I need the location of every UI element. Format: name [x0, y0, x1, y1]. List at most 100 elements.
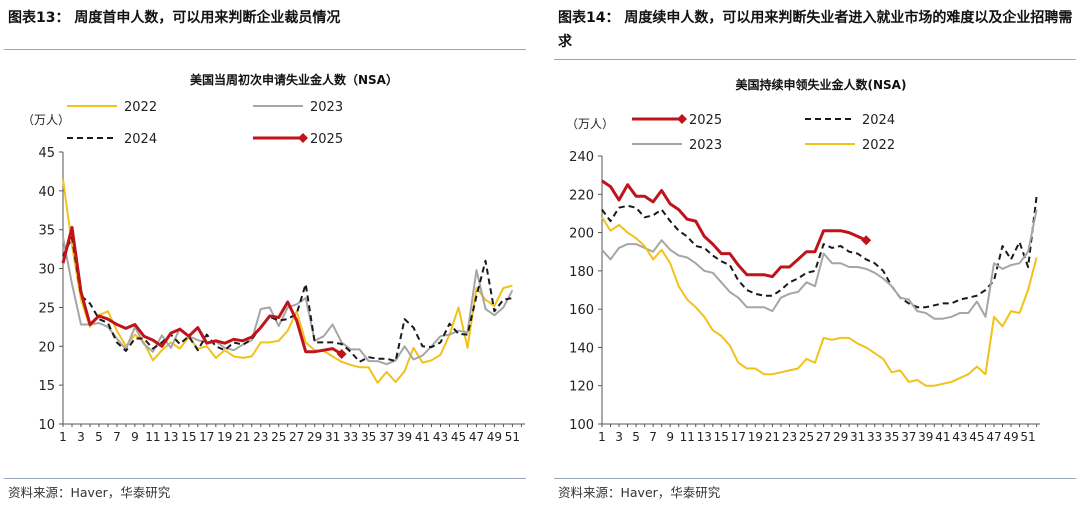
x-tick-label: 21 — [235, 430, 250, 444]
x-tick-label: 27 — [289, 430, 304, 444]
x-tick-label: 51 — [505, 430, 520, 444]
x-tick-label: 35 — [361, 430, 376, 444]
x-tick-label: 37 — [379, 430, 394, 444]
x-tick-label: 11 — [680, 430, 695, 444]
panel-initial-claims: 图表13： 周度首申人数，可以用来判断企业裁员情况 美国当周初次申请失业金人数（… — [0, 0, 530, 507]
x-tick-label: 9 — [131, 430, 139, 444]
panel-continuing-claims: 图表14： 周度续申人数，可以用来判断失业者进入就业市场的难度以及企业招聘需求 … — [550, 0, 1080, 507]
x-tick-label: 7 — [113, 430, 121, 444]
x-tick-label: 47 — [469, 430, 484, 444]
x-tick-label: 25 — [271, 430, 286, 444]
series-line-2022 — [601, 216, 1038, 387]
x-tick-label: 23 — [782, 430, 797, 444]
chart-title: 美国持续申领失业金人数(NSA) — [736, 77, 907, 92]
x-tick-label: 15 — [714, 430, 729, 444]
x-tick-label: 3 — [615, 430, 623, 444]
x-tick-label: 39 — [918, 430, 933, 444]
x-tick-label: 23 — [253, 430, 268, 444]
legend-label-2022: 2022 — [862, 138, 895, 153]
x-tick-label: 31 — [325, 430, 340, 444]
legend-label-2023: 2023 — [310, 100, 343, 115]
x-tick-label: 39 — [397, 430, 412, 444]
x-tick-label: 19 — [748, 430, 763, 444]
x-tick-label: 19 — [217, 430, 232, 444]
legend-label-2025: 2025 — [689, 113, 722, 128]
top-divider — [554, 59, 1076, 60]
bottom-divider — [4, 478, 526, 479]
legend-label-2022: 2022 — [124, 100, 157, 115]
x-tick-label: 45 — [451, 430, 466, 444]
source-note: 资料来源：Haver，华泰研究 — [8, 485, 171, 500]
chart-title: 美国当周初次申请失业金人数（NSA） — [190, 72, 398, 87]
legend-marker-2025 — [298, 133, 308, 143]
x-tick-label: 13 — [163, 430, 178, 444]
x-tick-label: 49 — [1003, 430, 1018, 444]
panel-heading: 图表14： 周度续申人数，可以用来判断失业者进入就业市场的难度以及企业招聘需求 — [558, 10, 1073, 50]
y-tick-label: 10 — [38, 418, 55, 433]
series-line-2025 — [61, 225, 343, 356]
x-tick-label: 49 — [487, 430, 502, 444]
x-tick-label: 13 — [697, 430, 712, 444]
panel-heading: 图表13： 周度首申人数，可以用来判断企业裁员情况 — [8, 10, 341, 26]
y-axis-unit: （万人） — [22, 113, 70, 127]
bottom-divider — [554, 478, 1076, 479]
x-tick-label: 33 — [867, 430, 882, 444]
x-tick-label: 7 — [649, 430, 657, 444]
y-tick-label: 200 — [569, 227, 594, 242]
series-line-2025 — [601, 179, 867, 279]
series-line-2022 — [62, 179, 513, 384]
legend-label-2024: 2024 — [124, 132, 157, 147]
x-tick-label: 3 — [77, 430, 85, 444]
x-tick-label: 29 — [833, 430, 848, 444]
x-tick-label: 43 — [952, 430, 967, 444]
source-note: 资料来源：Haver，华泰研究 — [558, 485, 721, 500]
y-tick-label: 45 — [38, 146, 55, 161]
x-tick-label: 17 — [199, 430, 214, 444]
x-tick-label: 31 — [850, 430, 865, 444]
series-line-2023 — [601, 209, 1038, 320]
y-tick-label: 35 — [38, 224, 55, 239]
x-tick-label: 5 — [95, 430, 103, 444]
x-tick-label: 45 — [969, 430, 984, 444]
y-tick-label: 180 — [569, 265, 594, 280]
legend-marker-2025 — [677, 114, 687, 124]
x-tick-label: 41 — [935, 430, 950, 444]
x-tick-label: 1 — [59, 430, 67, 444]
x-tick-label: 33 — [343, 430, 358, 444]
x-tick-label: 41 — [415, 430, 430, 444]
x-tick-label: 43 — [433, 430, 448, 444]
series-end-marker-2025 — [861, 235, 872, 246]
x-tick-label: 51 — [1020, 430, 1035, 444]
y-tick-label: 140 — [569, 341, 594, 356]
y-tick-label: 30 — [38, 263, 55, 278]
legend-label-2025: 2025 — [310, 132, 343, 147]
x-tick-label: 9 — [666, 430, 674, 444]
y-tick-label: 120 — [569, 380, 594, 395]
y-tick-label: 40 — [38, 185, 55, 200]
x-tick-label: 1 — [598, 430, 606, 444]
top-divider — [4, 49, 526, 50]
series-line-2023 — [62, 237, 514, 366]
continuing-claims-chart: 美国持续申领失业金人数(NSA) （万人） 100 120 140 160 180 200 22… — [566, 77, 1040, 444]
x-tick-label: 21 — [765, 430, 780, 444]
series-line-2024 — [601, 196, 1038, 309]
x-tick-label: 15 — [181, 430, 196, 444]
y-tick-label: 240 — [569, 150, 594, 165]
series-line-2024 — [62, 236, 513, 363]
x-tick-label: 17 — [731, 430, 746, 444]
x-tick-label: 35 — [884, 430, 899, 444]
y-tick-label: 100 — [569, 418, 594, 433]
x-tick-label: 37 — [901, 430, 916, 444]
x-tick-label: 25 — [799, 430, 814, 444]
x-tick-label: 5 — [632, 430, 640, 444]
y-tick-label: 220 — [569, 188, 594, 203]
x-tick-label: 29 — [307, 430, 322, 444]
x-tick-label: 27 — [816, 430, 831, 444]
legend-label-2024: 2024 — [862, 113, 895, 128]
legend-label-2023: 2023 — [689, 138, 722, 153]
series-end-marker-2025 — [336, 349, 347, 360]
y-tick-label: 25 — [38, 301, 55, 316]
x-tick-label: 47 — [986, 430, 1001, 444]
y-axis-unit: （万人） — [566, 117, 614, 131]
